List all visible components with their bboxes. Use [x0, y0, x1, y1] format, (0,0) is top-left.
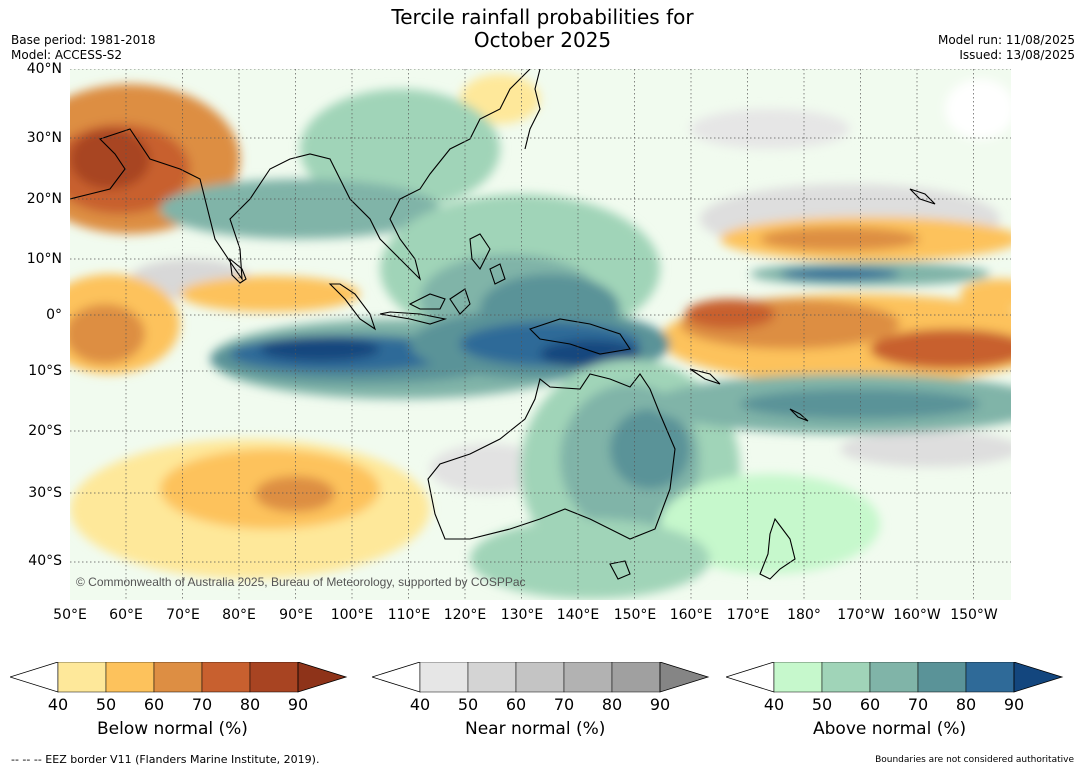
colorbar-near-normal: 40 50 60 70 80 90 [372, 662, 710, 714]
colorbar-segment [611, 662, 661, 693]
lon-label: 60°E [109, 607, 143, 623]
lon-label: 110°E [387, 607, 431, 623]
colorbar-segment [917, 662, 967, 693]
lon-label: 140°E [556, 607, 600, 623]
lon-label: 120°E [443, 607, 487, 623]
issued-text: Issued: 13/08/2025 [959, 48, 1075, 62]
probability-fields [70, 74, 1011, 599]
model-text: Model: ACCESS-S2 [11, 48, 123, 62]
colorbar-segment [153, 662, 203, 693]
colorbar-segment [105, 662, 155, 693]
lat-label-20s: 20°S [28, 423, 62, 439]
colorbar-max-extension [297, 662, 348, 693]
lon-label: 70°E [166, 607, 200, 623]
colorbar-segment [869, 662, 919, 693]
lat-label-40s: 40°S [28, 553, 62, 569]
colorbar-tick-label: 70 [554, 695, 574, 714]
colorbar-segment [249, 662, 299, 693]
colorbar-tick-label: 90 [650, 695, 670, 714]
colorbar-max-extension [1013, 662, 1064, 693]
boundaries-disclaimer: Boundaries are not considered authoritat… [875, 755, 1074, 765]
colorbar-segment [201, 662, 251, 693]
chart-title-line2: October 2025 [473, 28, 612, 52]
model-run-text: Model run: 11/08/2025 [937, 33, 1075, 47]
colorbar-tick-label: 80 [240, 695, 260, 714]
lon-label: 160°E [669, 607, 713, 623]
colorbar-above-normal: 40 50 60 70 80 90 [726, 662, 1064, 714]
lon-label: 100°E [330, 607, 374, 623]
lon-label: 170°W [837, 607, 885, 623]
colorbar-min-extension [372, 662, 421, 693]
lat-label-30s: 30°S [28, 485, 62, 501]
lat-label-20n: 20°N [26, 191, 62, 207]
lon-label: 180° [787, 607, 821, 623]
lon-label: 170°E [726, 607, 770, 623]
colorbar-tick-label: 50 [812, 695, 832, 714]
colorbar-tick-label: 50 [96, 695, 116, 714]
colorbar-tick-label: 40 [48, 695, 68, 714]
lat-label-0: 0° [46, 307, 62, 323]
lon-label: 150°W [950, 607, 998, 623]
copyright-text: © Commonwealth of Australia 2025, Bureau… [76, 575, 526, 589]
colorbar-segment [57, 662, 107, 693]
lat-label-10n: 10°N [26, 251, 62, 267]
colorbar-tick-label: 60 [860, 695, 880, 714]
colorbar-tick-label: 40 [764, 695, 784, 714]
colorbar-title-above: Above normal (%) [813, 719, 967, 739]
coastlines [70, 69, 936, 580]
colorbar-tick-label: 80 [602, 695, 622, 714]
colorbar-tick-label: 70 [908, 695, 928, 714]
lon-label: 50°E [53, 607, 87, 623]
colorbar-min-extension [10, 662, 59, 693]
lat-label-30n: 30°N [26, 130, 62, 146]
colorbar-segment [965, 662, 1015, 693]
lon-label: 90°E [279, 607, 313, 623]
colorbar-min-extension [726, 662, 775, 693]
colorbar-tick-label: 50 [458, 695, 478, 714]
colorbar-tick-label: 90 [1004, 695, 1024, 714]
colorbar-tick-label: 60 [506, 695, 526, 714]
probability-map: © Commonwealth of Australia 2025, Bureau… [70, 69, 1011, 600]
colorbar-segment [419, 662, 469, 693]
base-period-text: Base period: 1981-2018 [11, 33, 156, 47]
chart-title-line1: Tercile rainfall probabilities for [391, 5, 694, 29]
colorbar-title-below: Below normal (%) [97, 719, 248, 739]
colorbar-segment [515, 662, 565, 693]
colorbar-tick-label: 70 [192, 695, 212, 714]
colorbar-tick-label: 60 [144, 695, 164, 714]
colorbar-tick-label: 40 [410, 695, 430, 714]
lon-label: 130°E [500, 607, 544, 623]
colorbar-tick-label: 80 [956, 695, 976, 714]
colorbar-segment [821, 662, 871, 693]
colorbar-title-near: Near normal (%) [465, 719, 606, 739]
colorbar-segment [563, 662, 613, 693]
lon-label: 160°W [893, 607, 941, 623]
colorbar-below-normal: 40 50 60 70 80 90 [10, 662, 348, 714]
gridlines [70, 69, 1011, 600]
lat-label-10s: 10°S [28, 363, 62, 379]
colorbar-max-extension [659, 662, 710, 693]
eez-border-note: -- -- -- EEZ border V11 (Flanders Marine… [11, 753, 320, 766]
colorbar-segment [467, 662, 517, 693]
colorbar-tick-label: 90 [288, 695, 308, 714]
lon-label: 150°E [613, 607, 657, 623]
colorbar-segment [773, 662, 823, 693]
lon-label: 80°E [222, 607, 256, 623]
lat-label-40n: 40°N [26, 61, 62, 77]
